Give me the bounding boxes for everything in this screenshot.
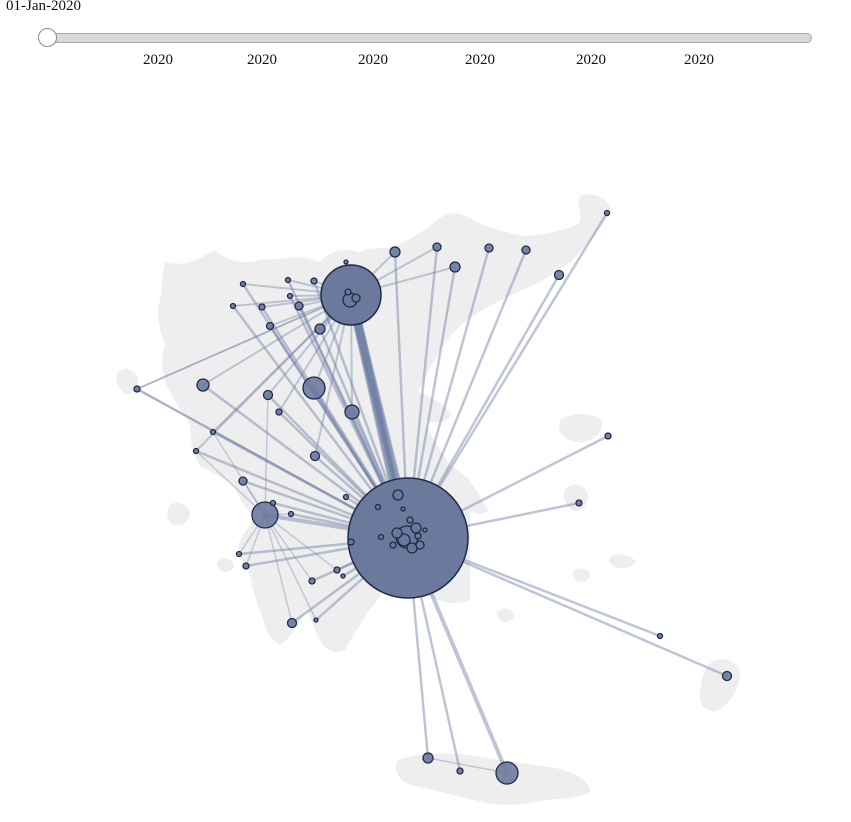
flow-nodes xyxy=(133,209,733,785)
location-node[interactable] xyxy=(340,573,346,579)
location-node[interactable] xyxy=(521,245,531,255)
location-node[interactable] xyxy=(344,288,352,296)
location-node[interactable] xyxy=(275,408,283,416)
location-node[interactable] xyxy=(310,277,318,285)
location-node[interactable] xyxy=(377,533,385,541)
location-node[interactable] xyxy=(721,670,733,682)
location-node[interactable] xyxy=(484,243,494,253)
flow-edge xyxy=(136,294,352,390)
flow-edge xyxy=(212,431,266,516)
location-node[interactable] xyxy=(344,404,360,420)
location-node[interactable] xyxy=(604,432,612,440)
current-date-label: 01-Jan-2020 xyxy=(6,0,81,14)
corfu-shape xyxy=(116,369,138,395)
location-node[interactable] xyxy=(495,761,519,785)
cyclades-island-shape xyxy=(572,568,590,583)
location-node[interactable] xyxy=(284,276,292,284)
location-node[interactable] xyxy=(347,538,355,546)
location-node[interactable] xyxy=(133,385,141,393)
location-node[interactable] xyxy=(302,376,326,400)
location-node[interactable] xyxy=(309,450,321,462)
location-node[interactable] xyxy=(389,246,401,258)
location-node[interactable] xyxy=(239,280,247,288)
location-node[interactable] xyxy=(286,292,294,300)
location-node[interactable] xyxy=(314,323,326,335)
location-node[interactable] xyxy=(238,476,248,486)
location-node[interactable] xyxy=(449,261,461,273)
location-node[interactable] xyxy=(432,242,442,252)
location-node[interactable] xyxy=(258,303,266,311)
lesbos-shape xyxy=(559,414,603,442)
location-node[interactable] xyxy=(308,577,316,585)
cyclades-island-shape xyxy=(609,554,636,569)
flow-edge xyxy=(195,450,266,516)
location-node[interactable] xyxy=(406,516,414,524)
slider-tick-label: 2020 xyxy=(143,52,173,68)
flow-edge xyxy=(195,294,352,452)
flow-map xyxy=(116,194,740,805)
location-node[interactable] xyxy=(415,540,425,550)
location-node[interactable] xyxy=(196,378,210,392)
date-slider[interactable]: 2020 2020 2020 2020 2020 2020 xyxy=(38,28,818,68)
northern-aegean-island-shape xyxy=(417,328,436,345)
flow-edge xyxy=(264,394,269,516)
ionian-island-shape xyxy=(167,502,190,526)
location-node[interactable] xyxy=(313,617,319,623)
chios-shape xyxy=(564,484,588,512)
location-node[interactable] xyxy=(209,428,217,436)
location-node[interactable] xyxy=(343,259,349,265)
location-node[interactable] xyxy=(575,499,583,507)
location-node[interactable] xyxy=(603,209,611,217)
location-node[interactable] xyxy=(400,506,406,512)
slider-thumb[interactable] xyxy=(38,28,57,47)
location-node[interactable] xyxy=(422,527,428,533)
location-node[interactable] xyxy=(286,617,298,629)
location-node[interactable] xyxy=(374,503,382,511)
flow-edge xyxy=(136,294,352,390)
location-node[interactable] xyxy=(287,510,295,518)
location-node[interactable] xyxy=(392,489,404,501)
slider-tick-label: 2020 xyxy=(465,52,495,68)
location-node[interactable] xyxy=(397,533,411,547)
location-node[interactable] xyxy=(391,527,403,539)
location-node[interactable] xyxy=(342,493,350,501)
location-node[interactable] xyxy=(251,501,279,529)
location-node[interactable] xyxy=(262,389,274,401)
location-node[interactable] xyxy=(456,767,464,775)
location-node[interactable] xyxy=(294,301,304,311)
location-node[interactable] xyxy=(553,269,565,281)
flow-edge xyxy=(264,514,317,621)
flow-edge xyxy=(406,211,609,540)
location-node[interactable] xyxy=(414,532,422,540)
location-node[interactable] xyxy=(265,321,275,331)
slider-tick-label: 2020 xyxy=(358,52,388,68)
location-node[interactable] xyxy=(242,562,250,570)
crete-shape xyxy=(395,753,590,805)
cyclades-island-shape xyxy=(497,608,514,623)
location-node[interactable] xyxy=(269,499,277,507)
euboea-shape xyxy=(408,462,488,514)
slider-tick-label: 2020 xyxy=(247,52,277,68)
slider-tick-label: 2020 xyxy=(576,52,606,68)
greece-land-layer xyxy=(116,194,740,805)
slider-track[interactable] xyxy=(47,33,812,43)
mainland-shape xyxy=(157,194,612,652)
flow-edge xyxy=(212,294,352,433)
location-node[interactable] xyxy=(229,302,237,310)
location-node[interactable] xyxy=(351,293,361,303)
flow-edge xyxy=(427,757,508,774)
location-node[interactable] xyxy=(235,550,243,558)
location-node[interactable] xyxy=(333,566,341,574)
flow-edge xyxy=(264,514,293,624)
slider-tick-label: 2020 xyxy=(684,52,714,68)
location-node[interactable] xyxy=(389,541,397,549)
location-node[interactable] xyxy=(192,447,200,455)
location-node[interactable] xyxy=(410,522,422,534)
ionian-island-shape xyxy=(217,558,234,573)
flow-edge xyxy=(264,514,338,571)
location-node[interactable] xyxy=(422,752,434,764)
location-node[interactable] xyxy=(656,632,664,640)
